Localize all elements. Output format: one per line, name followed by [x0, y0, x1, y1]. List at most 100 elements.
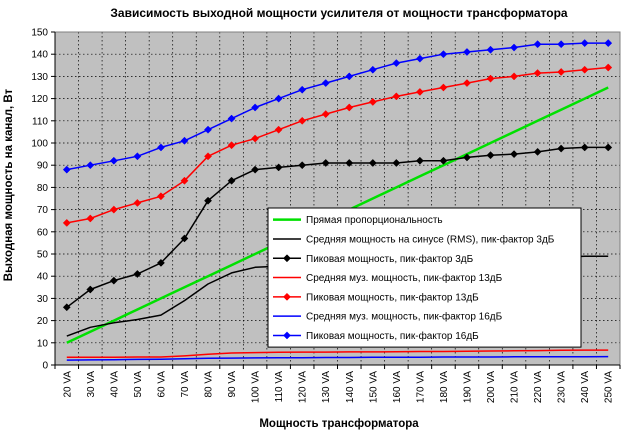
y-tick-label: 10 — [37, 338, 49, 349]
data-point — [227, 114, 236, 123]
data-point — [486, 74, 495, 83]
data-point — [204, 152, 212, 161]
x-tick-label: 180 VA — [439, 371, 450, 403]
data-point — [510, 43, 519, 52]
x-axis-label: Мощность трансформатора — [259, 418, 419, 430]
data-point — [345, 159, 354, 167]
data-point — [368, 97, 377, 106]
legend-item: Прямая пропорциональность — [273, 215, 443, 226]
data-point — [345, 103, 354, 112]
series-line — [66, 349, 609, 358]
x-tick-label: 170 VA — [415, 371, 426, 403]
legend: Прямая пропорциональность Средняя мощност… — [267, 207, 582, 348]
data-point — [283, 254, 291, 263]
data-point — [321, 79, 330, 88]
x-tick-label: 240 VA — [580, 371, 591, 403]
x-axis-ticks: 20 VA 30 VA 40 VA 50 VA 60 VA 70 VA 80 VA 90 VA… — [54, 365, 621, 403]
x-tick-label: 160 VA — [392, 371, 403, 403]
legend-label: Средняя муз. мощность, пик-фактор 13дБ — [306, 272, 503, 284]
legend-box — [267, 207, 582, 348]
data-point — [251, 103, 260, 112]
data-point — [298, 161, 307, 170]
x-tick-label: 80 VA — [204, 371, 215, 398]
data-point — [86, 161, 95, 170]
x-tick-label: 70 VA — [180, 371, 191, 398]
y-tick-label: 70 — [37, 205, 49, 216]
data-point — [463, 48, 471, 56]
data-point — [486, 45, 495, 54]
data-point — [439, 156, 448, 165]
data-point — [486, 151, 495, 160]
data-point — [557, 144, 566, 153]
legend-label: Средняя муз. мощность, пик-фактор 16дБ — [306, 311, 503, 323]
legend-label: Средняя мощность на синусе (RMS), пик-фа… — [306, 233, 555, 245]
chart-title: Зависимость выходной мощности усилителя … — [110, 6, 568, 20]
legend-label: Пиковая мощность, пик-фактор 13дБ — [306, 291, 479, 303]
data-point — [557, 68, 566, 76]
legend-item: Средняя муз. мощность, пик-фактор 13дБ — [273, 272, 503, 284]
series-line — [66, 355, 609, 361]
y-tick-label: 40 — [37, 272, 49, 283]
data-point — [510, 72, 519, 81]
data-point — [274, 125, 283, 134]
data-point — [580, 39, 589, 48]
data-point — [283, 331, 291, 340]
data-point — [180, 234, 189, 243]
data-point — [533, 147, 542, 156]
data-point — [86, 285, 95, 294]
data-point — [533, 69, 542, 78]
data-point — [392, 92, 401, 101]
y-axis-ticks: 0 10 20 30 40 50 60 70 80 90 100 110 120 130 140 150 — [31, 28, 55, 372]
y-tick-label: 50 — [37, 250, 49, 261]
legend-item: Пиковая мощность, пик-фактор 16дБ — [273, 330, 479, 342]
y-tick-label: 150 — [31, 28, 48, 39]
x-tick-label: 190 VA — [462, 371, 473, 403]
data-point — [204, 125, 212, 134]
y-tick-label: 100 — [31, 139, 48, 150]
y-tick-label: 120 — [31, 94, 48, 105]
data-point — [133, 198, 142, 207]
y-axis-label: Выходная мощность на канал, Вт — [3, 88, 15, 281]
y-tick-label: 110 — [32, 116, 48, 127]
series-line — [66, 42, 609, 171]
data-point — [62, 303, 71, 312]
data-point — [227, 176, 236, 185]
y-tick-label: 0 — [42, 361, 48, 372]
legend-label: Прямая пропорциональность — [306, 215, 443, 226]
data-point — [180, 136, 189, 145]
y-tick-label: 20 — [37, 316, 49, 327]
data-point — [133, 270, 142, 278]
legend-label: Пиковая мощность, пик-фактор 16дБ — [306, 330, 479, 342]
data-point — [368, 65, 377, 74]
x-tick-label: 50 VA — [133, 371, 144, 398]
data-point — [368, 159, 377, 167]
data-point — [298, 116, 307, 125]
series-5 — [62, 63, 613, 227]
data-point — [463, 153, 471, 162]
data-point — [392, 159, 401, 167]
data-point — [415, 87, 424, 96]
data-point — [392, 59, 401, 68]
x-tick-label: 40 VA — [109, 371, 120, 398]
y-tick-label: 90 — [37, 161, 49, 172]
data-point — [580, 65, 589, 74]
data-point — [604, 63, 613, 72]
data-point — [204, 196, 212, 205]
data-point — [156, 143, 165, 152]
data-point — [415, 54, 424, 63]
data-point — [251, 165, 260, 174]
x-tick-label: 90 VA — [227, 371, 238, 398]
x-tick-label: 20 VA — [62, 371, 73, 398]
series-7 — [62, 39, 613, 174]
x-tick-label: 60 VA — [156, 371, 167, 398]
data-point — [86, 214, 95, 223]
data-point — [604, 143, 613, 152]
legend-label: Пиковая мощность, пик-фактор 3дБ — [306, 253, 474, 265]
x-tick-label: 100 VA — [251, 371, 262, 403]
series-line — [66, 66, 609, 224]
data-point — [604, 39, 613, 48]
data-point — [62, 165, 71, 174]
data-point — [463, 79, 471, 88]
